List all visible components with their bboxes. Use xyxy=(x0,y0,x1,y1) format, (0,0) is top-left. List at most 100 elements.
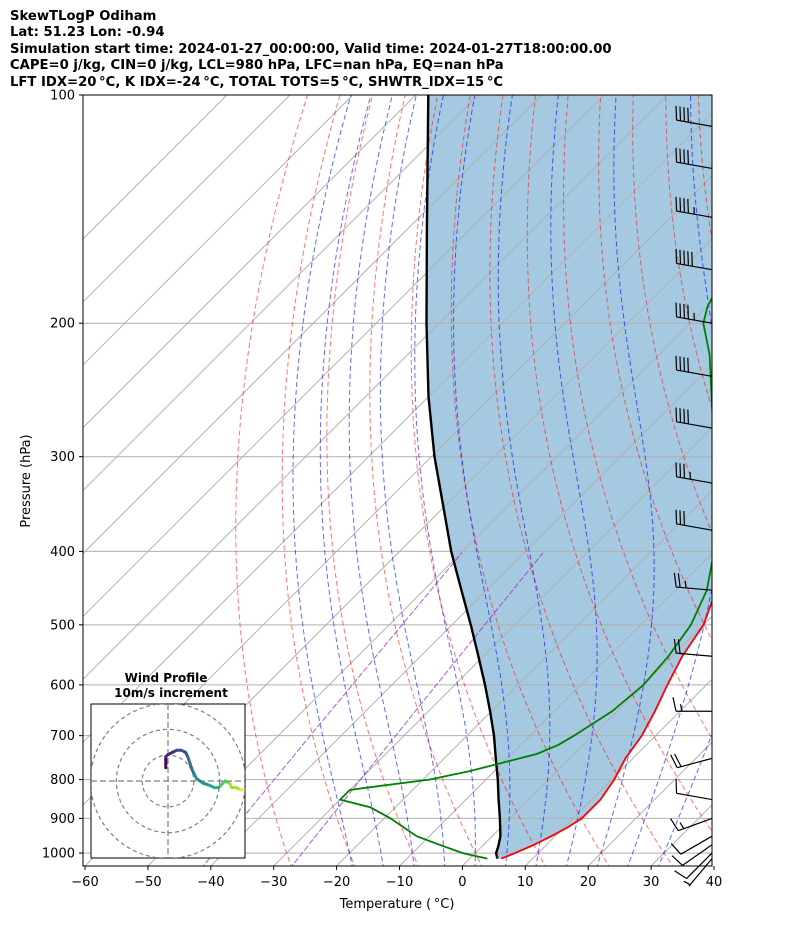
hodograph-inset: Wind Profile 10m/s increment xyxy=(90,671,246,859)
dry-adiabat xyxy=(326,95,419,866)
dry-adiabat xyxy=(562,95,712,740)
wind-barb xyxy=(675,147,713,170)
moist-adiabat xyxy=(292,95,353,866)
isotherm-line xyxy=(83,95,480,492)
x-axis-title: Temperature ( °C) xyxy=(339,897,455,912)
x-tick-label: 0 xyxy=(458,875,466,890)
isotherm-line xyxy=(335,489,712,866)
y-tick-label: 100 xyxy=(50,89,75,104)
x-tick-label: −30 xyxy=(260,875,287,890)
wind-barb xyxy=(672,697,712,712)
x-tick-label: −60 xyxy=(71,875,98,890)
isotherm-line xyxy=(774,78,794,869)
moist-adiabat xyxy=(658,732,712,866)
y-tick-label: 400 xyxy=(50,545,75,560)
isotherm-line xyxy=(83,95,354,366)
dry-adiabat xyxy=(450,95,610,866)
hodograph-subtitle: 10m/s increment xyxy=(114,686,228,700)
sounding-profiles xyxy=(338,95,712,860)
x-tick-label: −50 xyxy=(134,875,161,890)
dry-adiabat xyxy=(730,79,794,869)
isotherm-line xyxy=(83,95,669,681)
isotherm-line xyxy=(83,95,606,618)
chart-header: SkewTLogP Odiham Lat: 51.23 Lon: -0.94 S… xyxy=(10,9,612,91)
y-tick-label: 700 xyxy=(50,729,75,744)
stability-indices: LFT IDX=20 °C, K IDX=-24 °C, TOTAL TOTS=… xyxy=(10,74,504,90)
hodograph-plot xyxy=(91,704,245,858)
moist-adiabat xyxy=(379,95,446,866)
isotherm-line xyxy=(83,95,417,429)
x-tick-label: −20 xyxy=(323,875,350,890)
wind-barb xyxy=(673,638,713,657)
moist-adiabat xyxy=(550,95,598,866)
wind-barb xyxy=(670,753,713,769)
hodograph-title: Wind Profile xyxy=(125,671,208,685)
wind-barb xyxy=(675,105,713,127)
y-tick-label: 800 xyxy=(50,773,75,788)
wind-barb xyxy=(675,196,713,218)
convective-parameters: CAPE=0 j/kg, CIN=0 j/kg, LCL=980 hPa, LF… xyxy=(10,58,504,74)
moist-adiabat xyxy=(319,95,384,866)
y-tick-label: 200 xyxy=(50,317,75,332)
isotherm-line xyxy=(461,615,712,866)
y-tick-label: 300 xyxy=(50,450,75,465)
x-tick-label: 40 xyxy=(706,875,723,890)
x-tick-label: −10 xyxy=(386,875,413,890)
moist-adiabat xyxy=(596,95,655,866)
moist-adiabats xyxy=(292,95,712,866)
isotherm-line xyxy=(83,95,228,240)
wind-barb xyxy=(683,858,713,887)
wind-barb xyxy=(675,509,713,531)
y-tick-label: 1000 xyxy=(42,847,75,862)
moist-adiabat xyxy=(452,95,511,866)
wind-barb xyxy=(675,355,713,377)
dry-adiabat xyxy=(598,95,712,642)
mixing-ratio-line xyxy=(291,552,544,866)
wind-barb xyxy=(670,835,713,855)
isotherm-line xyxy=(398,552,712,866)
y-axis-title: Pressure (hPa) xyxy=(19,434,34,527)
moist-adiabat xyxy=(627,95,712,866)
isotherm-line xyxy=(83,95,291,303)
dry-adiabat xyxy=(281,95,356,866)
isotherm-line xyxy=(147,301,712,866)
y-tick-label: 900 xyxy=(50,812,75,827)
dewpoint-line xyxy=(338,296,712,860)
wind-barb xyxy=(675,249,713,271)
wind-barb xyxy=(675,462,713,484)
moist-adiabat xyxy=(497,95,551,866)
isotherm-line xyxy=(83,112,712,743)
isotherm-line xyxy=(711,78,794,869)
simulation-times: Simulation start time: 2024-01-27_00:00:… xyxy=(10,41,612,57)
x-tick-label: −40 xyxy=(197,875,224,890)
wind-barb xyxy=(675,778,713,801)
x-tick-label: 30 xyxy=(643,875,660,890)
dry-adiabat xyxy=(235,95,309,866)
x-tick-label: 10 xyxy=(517,875,534,890)
wind-barb xyxy=(670,817,713,832)
temperature-line xyxy=(500,599,712,860)
y-tick-label: 600 xyxy=(50,678,75,693)
dry-adiabat xyxy=(665,95,712,410)
x-tick-label: 20 xyxy=(580,875,597,890)
dry-adiabat xyxy=(526,95,712,833)
y-tick-label: 500 xyxy=(50,618,75,633)
isotherm-line xyxy=(210,364,712,866)
moist-adiabat xyxy=(348,95,415,866)
wind-barb xyxy=(673,572,713,591)
isotherm-line xyxy=(272,426,712,866)
dry-adiabat xyxy=(410,95,546,866)
parcel-path-line xyxy=(425,95,502,859)
wind-barb xyxy=(675,302,713,324)
wind-barb xyxy=(675,407,713,429)
station-location: Lat: 51.23 Lon: -0.94 xyxy=(10,25,165,41)
moist-adiabat xyxy=(414,95,476,866)
wind-barb xyxy=(671,844,713,866)
dry-adiabat xyxy=(489,95,674,866)
chart-title: SkewTLogP Odiham xyxy=(10,9,157,24)
wind-barbs xyxy=(670,105,713,887)
plot-frame xyxy=(82,94,713,867)
dry-adiabat xyxy=(762,79,794,869)
